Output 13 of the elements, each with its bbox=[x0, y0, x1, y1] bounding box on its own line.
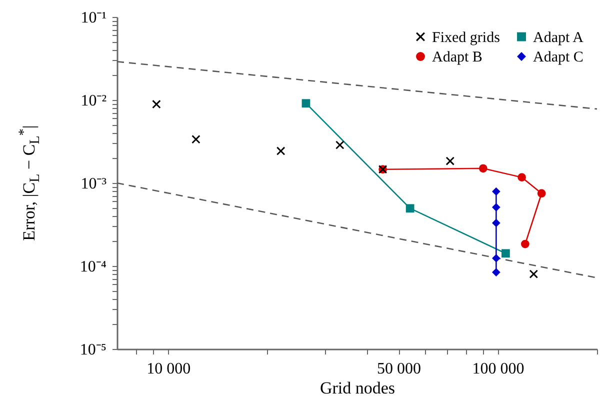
legend-label: Adapt B bbox=[432, 50, 482, 66]
legend-label: Adapt C bbox=[533, 50, 584, 66]
x-tick-label: 50 000 bbox=[377, 360, 422, 378]
y-tick-label: 10⁻¹ bbox=[80, 10, 107, 26]
y-tick-label: 10⁻² bbox=[80, 92, 107, 110]
y-tick-label: 10⁻⁵ bbox=[80, 342, 106, 358]
x-tick-label: 100 000 bbox=[472, 360, 524, 378]
legend-label: Fixed grids bbox=[432, 30, 500, 46]
x-axis-title: Grid nodes bbox=[320, 378, 396, 398]
legend-label: Adapt A bbox=[533, 30, 584, 46]
y-tick-label: 10⁻³ bbox=[80, 176, 107, 192]
x-tick-label: 10 000 bbox=[146, 360, 191, 378]
y-tick-label: 10⁻⁴ bbox=[80, 258, 107, 276]
